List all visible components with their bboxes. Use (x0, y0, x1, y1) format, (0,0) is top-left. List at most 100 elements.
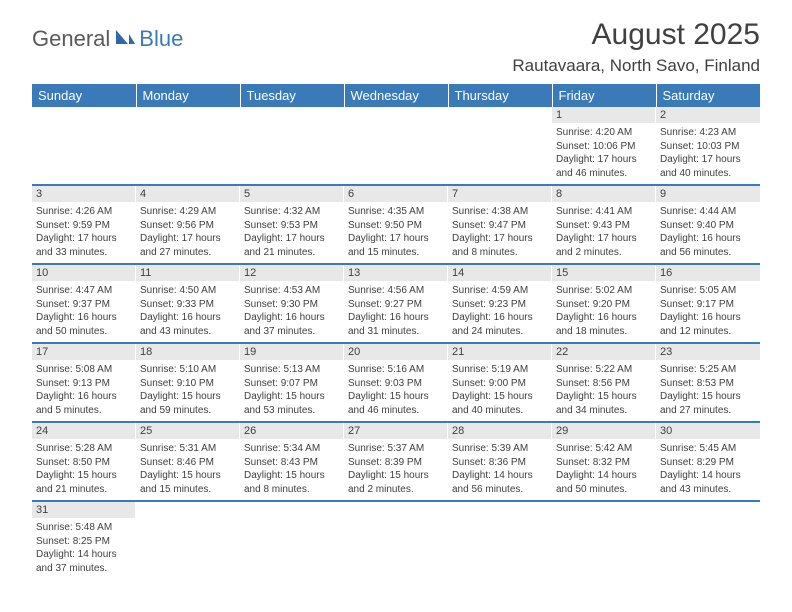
calendar-week-row: 17Sunrise: 5:08 AMSunset: 9:13 PMDayligh… (32, 343, 760, 422)
weekday-header-row: Sunday Monday Tuesday Wednesday Thursday… (32, 84, 760, 107)
calendar-week-row: 31Sunrise: 5:48 AMSunset: 8:25 PMDayligh… (32, 501, 760, 579)
calendar-day-cell: 21Sunrise: 5:19 AMSunset: 9:00 PMDayligh… (448, 343, 552, 422)
weekday-header: Thursday (448, 84, 552, 107)
sunset-text: Sunset: 9:59 PM (36, 219, 132, 233)
sunset-text: Sunset: 8:39 PM (348, 456, 444, 470)
sunrise-text: Sunrise: 4:44 AM (660, 205, 756, 219)
day-number: 13 (344, 265, 448, 281)
day-number (136, 107, 240, 123)
day-details: Sunrise: 5:16 AMSunset: 9:03 PMDaylight:… (344, 360, 448, 421)
calendar-day-cell: 6Sunrise: 4:35 AMSunset: 9:50 PMDaylight… (344, 185, 448, 264)
sunset-text: Sunset: 9:53 PM (244, 219, 340, 233)
sunset-text: Sunset: 8:29 PM (660, 456, 756, 470)
calendar-week-row: 3Sunrise: 4:26 AMSunset: 9:59 PMDaylight… (32, 185, 760, 264)
calendar-table: Sunday Monday Tuesday Wednesday Thursday… (32, 84, 760, 579)
sunset-text: Sunset: 8:53 PM (660, 377, 756, 391)
sunset-text: Sunset: 9:30 PM (244, 298, 340, 312)
calendar-day-cell: 20Sunrise: 5:16 AMSunset: 9:03 PMDayligh… (344, 343, 448, 422)
day-details: Sunrise: 4:20 AMSunset: 10:06 PMDaylight… (552, 123, 656, 184)
calendar-day-cell: 12Sunrise: 4:53 AMSunset: 9:30 PMDayligh… (240, 264, 344, 343)
sunset-text: Sunset: 10:03 PM (660, 140, 756, 154)
calendar-day-cell: 13 Sunrise: 4:56 AMSunset: 9:27 PMDayligh… (344, 264, 448, 343)
calendar-day-cell (240, 107, 344, 185)
daylight-text: Daylight: 15 hours and 53 minutes. (244, 390, 340, 417)
sunrise-text: Sunrise: 5:42 AM (556, 442, 652, 456)
sunset-text: Sunset: 8:43 PM (244, 456, 340, 470)
calendar-day-cell (136, 501, 240, 579)
calendar-week-row: 1Sunrise: 4:20 AMSunset: 10:06 PMDayligh… (32, 107, 760, 185)
day-details: Sunrise: 5:13 AMSunset: 9:07 PMDaylight:… (240, 360, 344, 421)
day-details: Sunrise: 5:37 AMSunset: 8:39 PMDaylight:… (344, 439, 448, 500)
calendar-day-cell: 7Sunrise: 4:38 AMSunset: 9:47 PMDaylight… (448, 185, 552, 264)
sunrise-text: Sunrise: 5:05 AM (660, 284, 756, 298)
sunrise-text: Sunrise: 4:56 AM (348, 284, 444, 298)
day-number: 4 (136, 186, 240, 202)
day-number: 30 (656, 423, 760, 439)
sunset-text: Sunset: 8:46 PM (140, 456, 236, 470)
day-details: Sunrise: 5:08 AMSunset: 9:13 PMDaylight:… (32, 360, 136, 421)
day-details: Sunrise: 5:28 AMSunset: 8:50 PMDaylight:… (32, 439, 136, 500)
day-number: 17 (32, 344, 136, 360)
daylight-text: Daylight: 17 hours and 40 minutes. (660, 153, 756, 180)
daylight-text: Daylight: 16 hours and 56 minutes. (660, 232, 756, 259)
day-number: 23 (656, 344, 760, 360)
calendar-day-cell: 9Sunrise: 4:44 AMSunset: 9:40 PMDaylight… (656, 185, 760, 264)
calendar-day-cell: 1Sunrise: 4:20 AMSunset: 10:06 PMDayligh… (552, 107, 656, 185)
day-number (240, 502, 344, 518)
calendar-day-cell (136, 107, 240, 185)
sunset-text: Sunset: 8:32 PM (556, 456, 652, 470)
sunrise-text: Sunrise: 4:50 AM (140, 284, 236, 298)
day-details: Sunrise: 5:25 AMSunset: 8:53 PMDaylight:… (656, 360, 760, 421)
calendar-day-cell: 5Sunrise: 4:32 AMSunset: 9:53 PMDaylight… (240, 185, 344, 264)
sunset-text: Sunset: 9:33 PM (140, 298, 236, 312)
day-details: Sunrise: 4:50 AMSunset: 9:33 PMDaylight:… (136, 281, 240, 342)
daylight-text: Daylight: 14 hours and 37 minutes. (36, 548, 132, 575)
calendar-day-cell: 28Sunrise: 5:39 AMSunset: 8:36 PMDayligh… (448, 422, 552, 501)
day-details: Sunrise: 4:38 AMSunset: 9:47 PMDaylight:… (448, 202, 552, 263)
sunrise-text: Sunrise: 5:28 AM (36, 442, 132, 456)
daylight-text: Daylight: 15 hours and 2 minutes. (348, 469, 444, 496)
daylight-text: Daylight: 17 hours and 27 minutes. (140, 232, 236, 259)
day-number (32, 107, 136, 123)
day-details: Sunrise: 5:05 AMSunset: 9:17 PMDaylight:… (656, 281, 760, 342)
day-number (240, 107, 344, 123)
day-details: Sunrise: 4:35 AMSunset: 9:50 PMDaylight:… (344, 202, 448, 263)
daylight-text: Daylight: 15 hours and 15 minutes. (140, 469, 236, 496)
sunrise-text: Sunrise: 5:39 AM (452, 442, 548, 456)
weekday-header: Monday (136, 84, 240, 107)
daylight-text: Daylight: 17 hours and 21 minutes. (244, 232, 340, 259)
daylight-text: Daylight: 16 hours and 5 minutes. (36, 390, 132, 417)
sunrise-text: Sunrise: 4:41 AM (556, 205, 652, 219)
day-number (344, 107, 448, 123)
daylight-text: Daylight: 16 hours and 31 minutes. (348, 311, 444, 338)
calendar-day-cell: 2Sunrise: 4:23 AMSunset: 10:03 PMDayligh… (656, 107, 760, 185)
calendar-day-cell (344, 501, 448, 579)
sunset-text: Sunset: 9:03 PM (348, 377, 444, 391)
day-number (136, 502, 240, 518)
day-number: 15 (552, 265, 656, 281)
sunset-text: Sunset: 9:27 PM (348, 298, 444, 312)
month-title: August 2025 (512, 18, 760, 52)
day-number: 16 (656, 265, 760, 281)
sail-icon (114, 26, 136, 52)
sunset-text: Sunset: 9:43 PM (556, 219, 652, 233)
calendar-day-cell: 19Sunrise: 5:13 AMSunset: 9:07 PMDayligh… (240, 343, 344, 422)
sunrise-text: Sunrise: 5:10 AM (140, 363, 236, 377)
day-details: Sunrise: 5:39 AMSunset: 8:36 PMDaylight:… (448, 439, 552, 500)
sunset-text: Sunset: 9:37 PM (36, 298, 132, 312)
day-details: Sunrise: 5:48 AMSunset: 8:25 PMDaylight:… (32, 518, 136, 579)
day-number: 3 (32, 186, 136, 202)
calendar-week-row: 24Sunrise: 5:28 AMSunset: 8:50 PMDayligh… (32, 422, 760, 501)
daylight-text: Daylight: 15 hours and 34 minutes. (556, 390, 652, 417)
calendar-day-cell: 17Sunrise: 5:08 AMSunset: 9:13 PMDayligh… (32, 343, 136, 422)
logo-text-1: General (32, 26, 110, 52)
day-number (656, 502, 760, 518)
day-details: Sunrise: 4:41 AMSunset: 9:43 PMDaylight:… (552, 202, 656, 263)
day-number: 14 (448, 265, 552, 281)
daylight-text: Daylight: 16 hours and 18 minutes. (556, 311, 652, 338)
daylight-text: Daylight: 16 hours and 37 minutes. (244, 311, 340, 338)
calendar-day-cell: 11Sunrise: 4:50 AMSunset: 9:33 PMDayligh… (136, 264, 240, 343)
day-number: 5 (240, 186, 344, 202)
day-number: 31 (32, 502, 136, 518)
calendar-day-cell: 26Sunrise: 5:34 AMSunset: 8:43 PMDayligh… (240, 422, 344, 501)
